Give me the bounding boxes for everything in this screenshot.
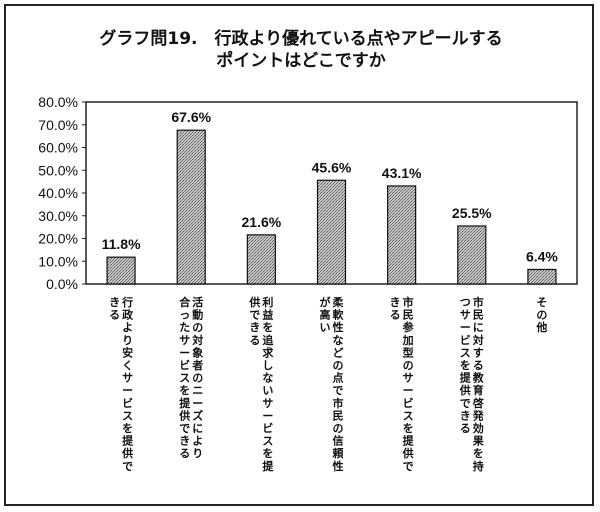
y-tick-label: 30.0% (38, 208, 78, 224)
chart-frame: グラフ問19. 行政より優れている点やアピールする ポイントはどこですか 0.0… (4, 4, 594, 506)
x-category-label: 活動の対象者のニーズにより (191, 295, 203, 460)
x-category-label: 利益を追求しないサービスを提 (262, 295, 274, 473)
bar (527, 268, 557, 285)
bar (246, 234, 276, 285)
x-category-label: その他 (535, 296, 547, 334)
y-axis: 0.0% 10.0% 20.0% 30.0% 40.0% 50.0% 60.0% 70.0% 8… (38, 94, 86, 292)
data-label: 45.6% (312, 159, 352, 175)
y-tick-label: 20.0% (38, 231, 78, 247)
plot-area: 11.8% 67.6% 21.6% 45.6% 43.1% 25.5% 6.4% (85, 101, 578, 285)
bar (387, 185, 417, 285)
y-tick-label: 80.0% (38, 94, 78, 110)
y-tick-label: 10.0% (38, 253, 78, 269)
data-label: 21.6% (242, 214, 282, 230)
x-category-label: 市民に対する教育啓発効果を持 (472, 295, 485, 473)
data-label: 25.5% (452, 205, 492, 221)
data-label: 67.6% (171, 109, 211, 125)
data-label: 6.4% (526, 248, 558, 264)
x-category-label: きる (390, 296, 401, 322)
x-category-label: が高い (320, 295, 331, 334)
y-tick-label: 50.0% (38, 162, 78, 178)
x-category-label: 行政より安くサービスを提供で (121, 295, 134, 473)
x-category-label: きる (109, 296, 120, 322)
x-axis-categories: 行政より安くサービスを提供できる活動の対象者のニーズにより合ったサービスを提供で… (109, 295, 547, 473)
x-category-label: 合ったサービスを提供できる (178, 295, 191, 460)
chart-title-line-1: グラフ問19. 行政より優れている点やアピールする (99, 28, 502, 49)
bar (457, 225, 487, 285)
bar (176, 129, 206, 285)
x-category-label: つサービスを提供できる (459, 296, 472, 435)
y-tick-label: 70.0% (38, 117, 78, 133)
y-tick-label: 0.0% (46, 276, 78, 292)
bar (106, 256, 136, 285)
x-category-label: 供できる (248, 295, 260, 347)
y-tick-label: 40.0% (38, 185, 78, 201)
x-category-label: 柔軟性などの点で市民の信頼性 (332, 296, 345, 473)
chart-title-line-2: ポイントはどこですか (216, 50, 386, 71)
x-category-label: 市民参加型のサービスを提供で (402, 295, 415, 473)
data-label: 43.1% (382, 165, 422, 181)
data-label: 11.8% (102, 236, 141, 252)
bar-chart: グラフ問19. 行政より優れている点やアピールする ポイントはどこですか 0.0… (38, 28, 578, 473)
bar (316, 179, 347, 285)
y-tick-label: 60.0% (38, 140, 78, 156)
